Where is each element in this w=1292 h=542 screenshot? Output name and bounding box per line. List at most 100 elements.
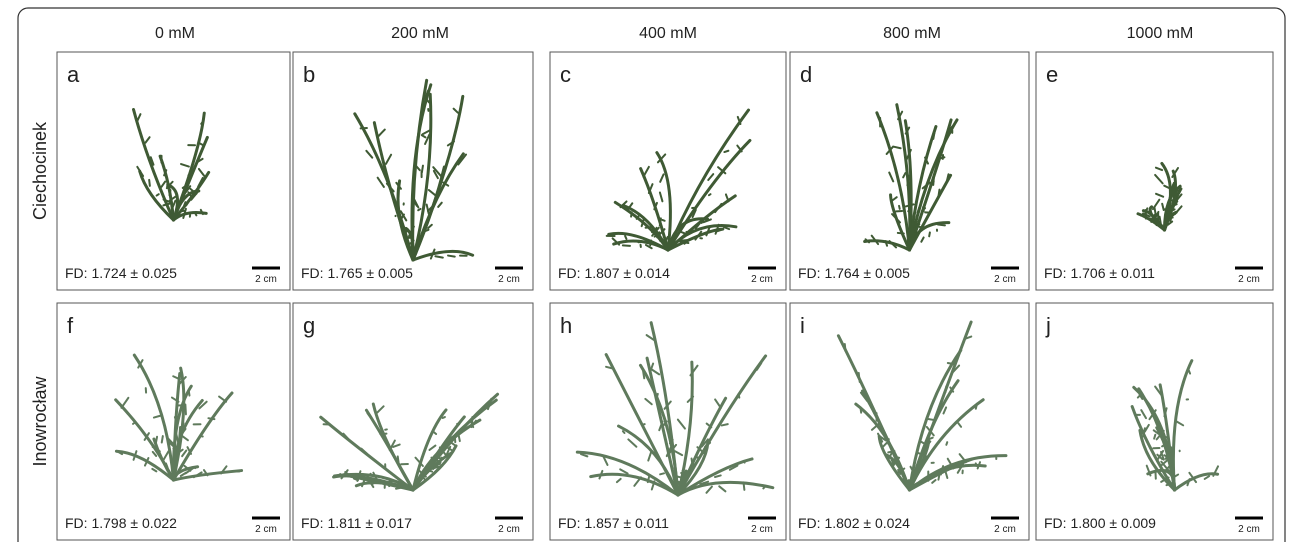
- branch: [908, 463, 987, 492]
- twig: [379, 432, 388, 436]
- twig: [361, 477, 366, 488]
- twig: [742, 481, 746, 491]
- twig: [707, 193, 712, 197]
- twig: [1158, 215, 1162, 225]
- branch: [172, 170, 211, 222]
- branch: [875, 111, 911, 252]
- branch: [908, 118, 959, 252]
- plant-image: [1136, 161, 1183, 232]
- twig: [365, 149, 374, 159]
- twig: [624, 234, 628, 241]
- panel-letter: i: [800, 313, 805, 338]
- twig: [621, 430, 626, 434]
- twig: [904, 203, 915, 208]
- twig: [718, 485, 727, 493]
- twig: [626, 394, 629, 398]
- twig: [885, 146, 894, 155]
- twig: [944, 468, 949, 480]
- twig: [447, 254, 456, 258]
- twig: [958, 453, 967, 464]
- twig: [1203, 475, 1211, 480]
- plant-image: [319, 392, 500, 492]
- branch: [172, 391, 234, 482]
- panel-frame: [56, 51, 291, 291]
- twig: [722, 226, 731, 231]
- branch: [676, 360, 694, 497]
- twig: [658, 217, 662, 227]
- twig: [432, 166, 443, 178]
- twig: [340, 469, 349, 480]
- twig: [705, 225, 712, 237]
- panel-letter: f: [67, 313, 74, 338]
- twig: [919, 440, 928, 446]
- scale-label: 2 cm: [994, 524, 1016, 535]
- twig: [680, 230, 689, 236]
- twig: [428, 444, 437, 451]
- twig: [433, 464, 444, 469]
- twig: [728, 464, 739, 471]
- twig: [650, 368, 661, 376]
- twig: [676, 418, 686, 430]
- twig: [887, 451, 893, 460]
- twig: [647, 451, 653, 462]
- twig: [174, 424, 178, 428]
- twig: [1163, 208, 1174, 219]
- twig: [136, 165, 145, 178]
- twig: [170, 396, 180, 403]
- twig: [1175, 193, 1183, 203]
- twig: [144, 136, 151, 144]
- panel-letter: h: [560, 313, 572, 338]
- twig: [132, 450, 138, 461]
- twig: [427, 189, 436, 196]
- panel-frame: [292, 302, 534, 541]
- twig: [649, 362, 655, 373]
- panel-frame: [56, 302, 291, 541]
- twig: [897, 110, 904, 121]
- twig: [913, 229, 922, 239]
- twig: [878, 435, 887, 442]
- branch: [575, 450, 680, 497]
- branch: [332, 474, 415, 492]
- twig: [1153, 206, 1157, 215]
- twig: [196, 157, 204, 164]
- twig: [200, 120, 205, 125]
- twig: [152, 414, 162, 419]
- twig: [678, 239, 689, 242]
- twig: [1142, 427, 1146, 438]
- twig: [864, 238, 871, 244]
- twig: [921, 181, 931, 190]
- twig: [642, 165, 650, 178]
- twig: [1173, 205, 1183, 216]
- twig: [870, 422, 881, 431]
- twig: [1148, 409, 1157, 421]
- twig: [915, 224, 919, 228]
- twig: [717, 166, 727, 175]
- twig: [694, 218, 704, 230]
- twig: [946, 361, 957, 366]
- panel-frame: [1035, 302, 1274, 541]
- twig: [859, 391, 869, 402]
- branch: [676, 457, 754, 497]
- twig: [579, 453, 589, 458]
- twig: [659, 472, 666, 476]
- twig: [167, 437, 177, 448]
- branch: [411, 392, 500, 492]
- twig: [183, 201, 187, 207]
- twig: [377, 128, 386, 138]
- twig: [488, 397, 493, 405]
- twig: [640, 218, 645, 228]
- twig: [432, 169, 439, 180]
- scale-label: 2 cm: [1238, 274, 1260, 285]
- twig: [432, 430, 438, 435]
- branch: [877, 434, 911, 492]
- twig: [163, 169, 168, 177]
- twig: [1152, 429, 1160, 435]
- twig: [931, 479, 937, 484]
- twig: [132, 421, 137, 425]
- twig: [976, 461, 982, 470]
- twig: [700, 438, 709, 448]
- twig: [884, 240, 889, 247]
- twig: [891, 213, 902, 224]
- panel-letter: g: [303, 313, 315, 338]
- panel-letter: a: [67, 62, 80, 87]
